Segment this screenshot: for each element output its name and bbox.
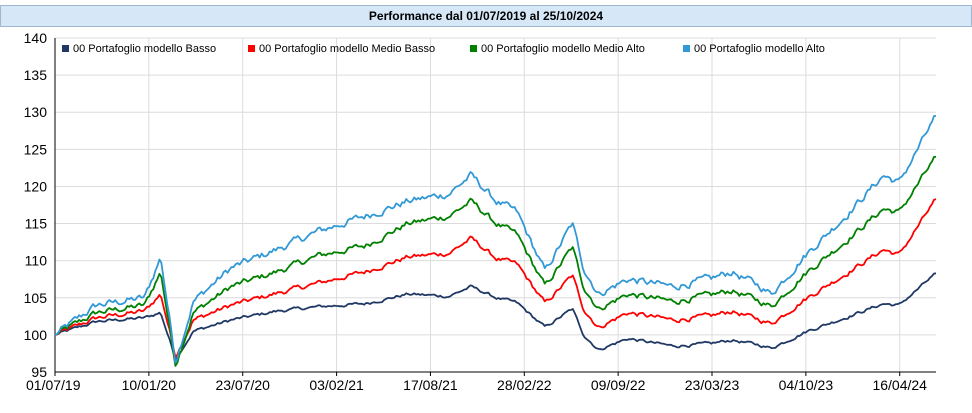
x-tick-label: 09/09/22 xyxy=(591,377,646,393)
x-tick-label: 17/08/21 xyxy=(403,377,458,393)
x-tick-label: 03/02/21 xyxy=(309,377,364,393)
series-line xyxy=(54,272,937,361)
legend-label: 00 Portafoglio modello Alto xyxy=(694,43,825,55)
series-line xyxy=(54,155,937,367)
x-tick-label: 01/07/19 xyxy=(26,377,81,393)
chart-title: Performance dal 01/07/2019 al 25/10/2024 xyxy=(0,5,972,27)
legend-label: 00 Portafoglio modello Medio Alto xyxy=(481,43,645,55)
x-tick-label: 23/03/23 xyxy=(685,377,740,393)
x-tick-label: 23/07/20 xyxy=(215,377,270,393)
y-tick-label: 95 xyxy=(31,364,47,380)
legend-swatch xyxy=(683,45,690,52)
y-tick-label: 115 xyxy=(25,216,48,232)
x-tick-label: 16/04/24 xyxy=(872,377,927,393)
series-line xyxy=(54,115,937,364)
x-tick-label: 10/01/20 xyxy=(122,377,177,393)
series-line xyxy=(54,198,937,358)
y-tick-label: 130 xyxy=(24,104,48,120)
x-tick-label: 28/02/22 xyxy=(497,377,552,393)
y-tick-label: 125 xyxy=(24,141,48,157)
y-tick-label: 140 xyxy=(24,30,48,46)
y-tick-label: 135 xyxy=(24,67,48,83)
legend-label: 00 Portafoglio modello Basso xyxy=(73,43,216,55)
x-tick-label: 04/10/23 xyxy=(779,377,834,393)
y-tick-label: 120 xyxy=(24,178,48,194)
legend-swatch xyxy=(62,45,69,52)
y-tick-label: 100 xyxy=(24,327,48,343)
y-tick-label: 110 xyxy=(25,253,48,269)
y-tick-label: 105 xyxy=(24,290,48,306)
plot-area xyxy=(55,38,936,372)
legend-swatch xyxy=(470,45,477,52)
legend-swatch xyxy=(248,45,255,52)
legend-label: 00 Portafoglio modello Medio Basso xyxy=(259,43,435,55)
